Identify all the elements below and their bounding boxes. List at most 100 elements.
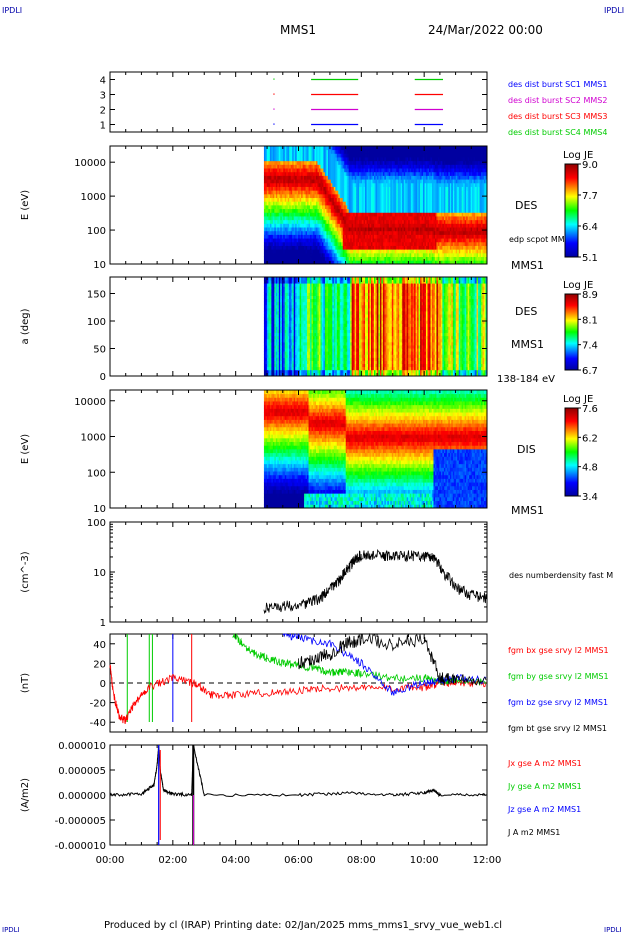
spectrogram-cell: [327, 245, 330, 250]
spectrogram-cell: [281, 175, 284, 180]
spectrogram-cell: [324, 190, 327, 195]
y-tick-label: 1000: [81, 192, 106, 203]
spectrogram-cell: [277, 260, 280, 265]
spectrogram-cell: [263, 157, 266, 162]
spectrogram-cell: [336, 175, 339, 180]
spectrogram-cell: [336, 223, 339, 228]
spectrogram-cell: [308, 238, 311, 243]
spectrogram-cell: [289, 219, 292, 224]
spectrogram-cell: [327, 234, 330, 239]
spectrogram-cell: [313, 205, 315, 210]
spectrogram-cell: [324, 201, 327, 206]
spectrogram-cell: [277, 230, 280, 235]
spectrogram-cell: [310, 223, 312, 228]
spectrogram-cell: [281, 179, 284, 184]
spectrogram-cell: [296, 164, 299, 169]
spectrogram-cell: [315, 227, 318, 232]
spectrogram-cell: [341, 256, 344, 261]
spectrogram-cell: [283, 260, 286, 265]
spectrogram-cell: [301, 164, 304, 169]
spectrogram-cell: [315, 193, 318, 199]
spectrogram-cell: [335, 179, 338, 184]
legend-entry: des dist burst SC3 MMS3: [508, 112, 607, 121]
spectrogram-cell: [332, 197, 335, 202]
spectrogram-cell: [268, 208, 271, 213]
spectrogram-cell: [330, 230, 333, 235]
spectrogram-cell: [281, 230, 284, 235]
spectrogram-cell: [272, 168, 275, 173]
spectrogram-cell: [284, 260, 287, 265]
spectrogram-cell: [311, 230, 314, 235]
spectrogram-cell: [336, 149, 339, 154]
spectrogram-cell: [278, 190, 281, 195]
spectrogram-cell: [317, 223, 320, 228]
spectrogram-cell: [339, 249, 342, 254]
spectrogram-cell: [290, 179, 293, 184]
spectrogram-cell: [266, 241, 269, 246]
spectrogram-cell: [321, 146, 324, 151]
spectrogram-cell: [326, 186, 329, 191]
spectrogram-cell: [344, 212, 347, 217]
spectrogram-cell: [278, 164, 281, 169]
spectrogram-cell: [281, 238, 284, 243]
spectrogram-cell: [304, 223, 306, 228]
spectrogram-cell: [323, 197, 326, 202]
spectrogram-cell: [308, 219, 311, 224]
spectrogram-cell: [283, 182, 286, 187]
spectrogram-cell: [338, 234, 341, 239]
spectrogram-cell: [321, 153, 324, 158]
spectrogram-cell: [265, 153, 268, 158]
spectrogram-cell: [318, 179, 321, 184]
spectrogram-cell: [278, 245, 281, 250]
spectrogram-cell: [336, 190, 339, 195]
spectrogram-cell: [271, 153, 274, 158]
spectrogram-cell: [333, 164, 336, 169]
spectrogram-cell: [310, 241, 312, 246]
spectrogram-cell: [263, 227, 266, 232]
spectrogram-cell: [304, 157, 306, 162]
spectrogram-cell: [263, 153, 266, 158]
spectrogram-cell: [329, 249, 332, 254]
spectrogram-cell: [265, 223, 268, 228]
spectrogram-cell: [342, 193, 345, 199]
spectrogram-cell: [326, 168, 329, 173]
spectrogram-cell: [296, 186, 299, 191]
spectrogram-cell: [310, 186, 312, 191]
spectrogram-cell: [327, 208, 330, 213]
spectrogram-cell: [324, 216, 327, 221]
spectrogram-cell: [280, 223, 283, 228]
spectrogram-cell: [302, 256, 305, 261]
spectrogram-cell: [304, 201, 306, 206]
spectrogram-cell: [268, 157, 271, 162]
spectrogram-cell: [298, 193, 301, 199]
spectrogram-cell: [286, 219, 289, 224]
spectrogram-cell: [305, 256, 308, 261]
spectrogram-cell: [313, 256, 315, 261]
spectrogram-cell: [281, 256, 284, 261]
spectrogram-cell: [310, 175, 312, 180]
spectrogram-cell: [308, 227, 311, 232]
spectrogram-cell: [329, 208, 332, 213]
spectrogram-cell: [263, 252, 266, 258]
spectrogram-cell: [323, 256, 326, 261]
spectrogram-cell: [335, 223, 338, 228]
spectrogram-cell: [298, 252, 301, 258]
spectrogram-cell: [265, 205, 268, 210]
spectrogram-cell: [263, 241, 266, 246]
spectrogram-cell: [290, 212, 293, 217]
spectrogram-cell: [284, 230, 287, 235]
spectrogram-cell: [321, 179, 324, 184]
spectrogram-cell: [274, 205, 277, 210]
spectrogram-cell: [320, 201, 323, 206]
spectrogram-cell: [287, 252, 290, 258]
spectrogram-cell: [275, 252, 278, 258]
spectrogram-cell: [345, 182, 348, 187]
spectrogram-cell: [341, 216, 344, 221]
spectrogram-cell: [338, 193, 341, 199]
spectrogram-cell: [265, 227, 268, 232]
spectrogram-cell: [271, 208, 274, 213]
spectrogram-cell: [345, 179, 348, 184]
spectrogram-cell: [311, 241, 314, 246]
spectrogram-cell: [345, 205, 348, 210]
spectrogram-cell: [275, 260, 278, 265]
